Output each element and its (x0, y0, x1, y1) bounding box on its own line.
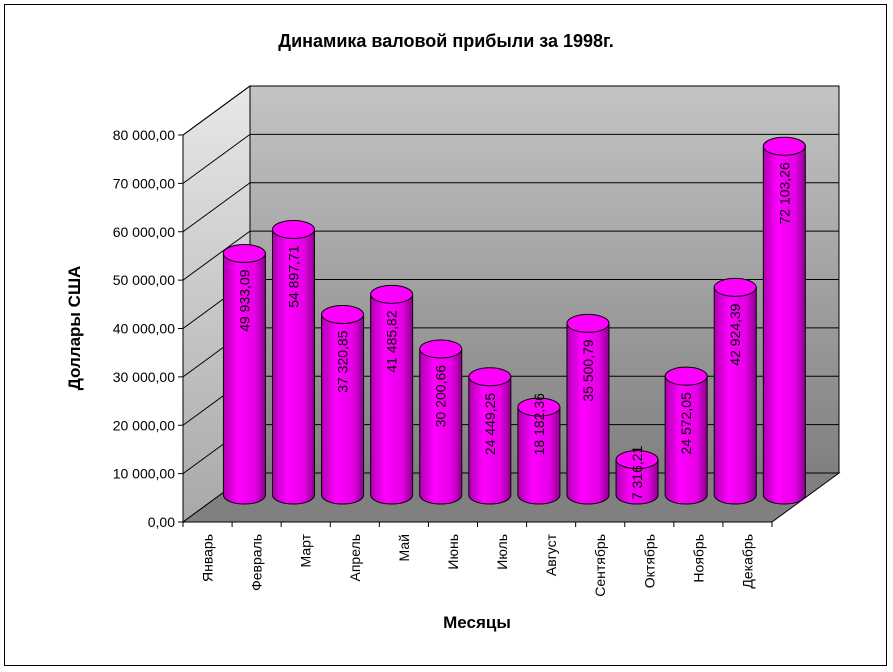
bar-body (321, 314, 365, 505)
bar-body (468, 376, 512, 505)
bar-body (222, 252, 266, 505)
data-label: 30 200,66 (433, 365, 449, 427)
bar: 30 200,66 (419, 339, 463, 505)
bar: 7 316,21 (615, 445, 659, 505)
bar-top (419, 339, 463, 359)
y-tick-label: 70 000,00 (113, 175, 175, 191)
bar-top (370, 284, 414, 304)
bar-top (271, 219, 315, 239)
bar-body (271, 228, 315, 505)
data-label: 7 316,21 (629, 445, 645, 500)
bar: 41 485,82 (370, 284, 414, 505)
bar-top (468, 367, 512, 387)
bar: 54 897,71 (271, 219, 315, 505)
bar-body (566, 322, 610, 505)
x-tick-label: Июнь (445, 534, 461, 570)
x-tick-label: Октябрь (641, 534, 657, 588)
bar-top (713, 277, 757, 297)
bar-top (615, 450, 659, 470)
bar-body (664, 375, 708, 505)
bar-body (713, 286, 757, 505)
data-label: 54 897,71 (285, 245, 301, 307)
bar-top (517, 397, 561, 417)
data-label: 35 500,79 (580, 339, 596, 401)
bar-body (370, 293, 414, 505)
y-tick-label: 0,00 (148, 514, 175, 530)
y-tick-label: 60 000,00 (113, 224, 175, 240)
bar-top (222, 243, 266, 263)
bar-top (664, 366, 708, 386)
x-tick-label: Март (298, 533, 314, 567)
bar: 37 320,85 (321, 305, 365, 505)
gridline-side (182, 133, 251, 184)
x-tick-label: Февраль (249, 534, 265, 591)
bar: 72 103,26 (762, 136, 806, 505)
y-axis: 0,00 10 000,00 20 000,00 30 000,00 40 000,00… (113, 127, 772, 530)
bar-body (762, 145, 806, 505)
x-tick-label: Январь (200, 534, 216, 582)
data-label: 41 485,82 (384, 310, 400, 372)
bar-body (517, 406, 561, 505)
x-tick-label: Декабрь (739, 534, 755, 589)
bar: 42 924,39 (713, 277, 757, 505)
x-tick-label: Сентябрь (592, 534, 608, 597)
x-tick-label: Май (396, 534, 412, 561)
x-axis-title: Месяцы (443, 613, 511, 632)
data-label: 49 933,09 (236, 269, 252, 331)
bar-body (615, 459, 659, 505)
data-label: 18 182,36 (531, 393, 547, 455)
data-label: 37 320,85 (335, 330, 351, 392)
y-tick-label: 80 000,00 (113, 127, 175, 143)
data-label: 24 572,05 (678, 392, 694, 454)
chart-title: Динамика валовой прибыли за 1998г. (278, 31, 613, 51)
gridline-side (182, 85, 251, 136)
bar-body (419, 348, 463, 505)
bar-top (566, 313, 610, 333)
x-tick-label: Апрель (347, 534, 363, 582)
y-axis-title: Доллары США (65, 266, 84, 391)
y-tick-label: 50 000,00 (113, 272, 175, 288)
y-tick-label: 10 000,00 (113, 466, 175, 482)
x-axis: Январь Февраль Март Апрель Май Июнь Июль Август… (182, 522, 773, 597)
bar: 49 933,09 (222, 243, 266, 505)
y-tick-label: 30 000,00 (113, 369, 175, 385)
y-tick-label: 40 000,00 (113, 321, 175, 337)
gridline-side (182, 182, 251, 233)
bar: 24 572,05 (664, 366, 708, 505)
bar-top (762, 136, 806, 156)
bar: 35 500,79 (566, 313, 610, 505)
data-label: 72 103,26 (776, 162, 792, 224)
gridline-side (182, 230, 251, 281)
bar: 24 449,25 (468, 367, 512, 505)
y-tick-label: 20 000,00 (113, 417, 175, 433)
data-label: 42 924,39 (727, 303, 743, 365)
x-tick-label: Июль (494, 534, 510, 570)
x-tick-label: Ноябрь (690, 534, 706, 583)
data-label: 24 449,25 (482, 393, 498, 455)
bars: 49 933,09 54 897,71 37 320,85 41 485,82 30 2… (222, 136, 806, 505)
x-tick-label: Август (543, 533, 559, 576)
bar-top (321, 305, 365, 325)
bar: 18 182,36 (517, 393, 561, 505)
